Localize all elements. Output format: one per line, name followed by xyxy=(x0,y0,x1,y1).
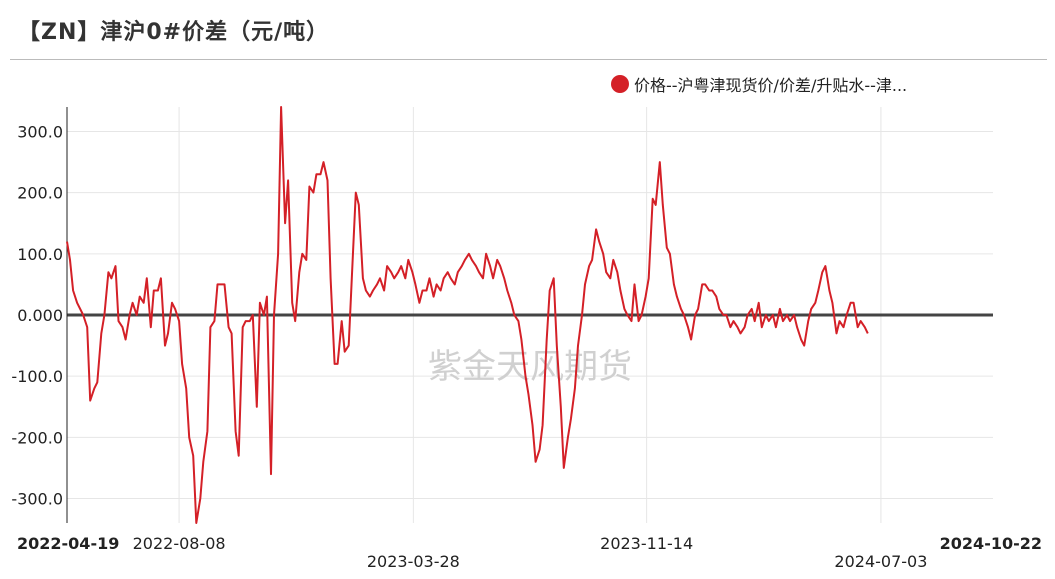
watermark: 紫金天风期货 xyxy=(428,347,632,387)
page-title: 【ZN】津沪0#价差（元/吨） xyxy=(18,20,330,45)
x-axis-ticks: 2022-04-19 2022-08-08 2023-03-28 2023-11-14… xyxy=(17,534,1042,571)
y-tick-label: 0.000 xyxy=(17,306,63,325)
y-tick-label: 200.0 xyxy=(17,184,63,203)
y-tick-label: 100.0 xyxy=(17,245,63,264)
legend-series-label: 价格--沪粤津现货价/价差/升贴水--津... xyxy=(634,76,908,95)
x-tick-label: 2023-11-14 xyxy=(600,534,693,553)
x-tick-label: 2023-03-28 xyxy=(367,552,460,571)
x-tick-label: 2022-08-08 xyxy=(133,534,226,553)
y-tick-label: 300.0 xyxy=(17,122,63,141)
title-divider xyxy=(10,59,1047,60)
y-tick-label: -200.0 xyxy=(11,428,63,447)
legend-series-marker xyxy=(611,75,629,93)
legend[interactable]: 价格--沪粤津现货价/价差/升贴水--津... xyxy=(611,72,907,96)
y-axis-ticks: 300.0 200.0 100.0 0.000 -100.0 -200.0 -300.0 xyxy=(11,122,63,508)
y-tick-label: -300.0 xyxy=(11,490,63,509)
series-line xyxy=(66,106,869,524)
x-tick-label: 2024-07-03 xyxy=(834,552,927,571)
series-group xyxy=(66,106,869,524)
y-tick-label: -100.0 xyxy=(11,367,63,386)
x-tick-label: 2022-04-19 xyxy=(17,534,119,553)
x-tick-label: 2024-10-22 xyxy=(940,534,1042,553)
